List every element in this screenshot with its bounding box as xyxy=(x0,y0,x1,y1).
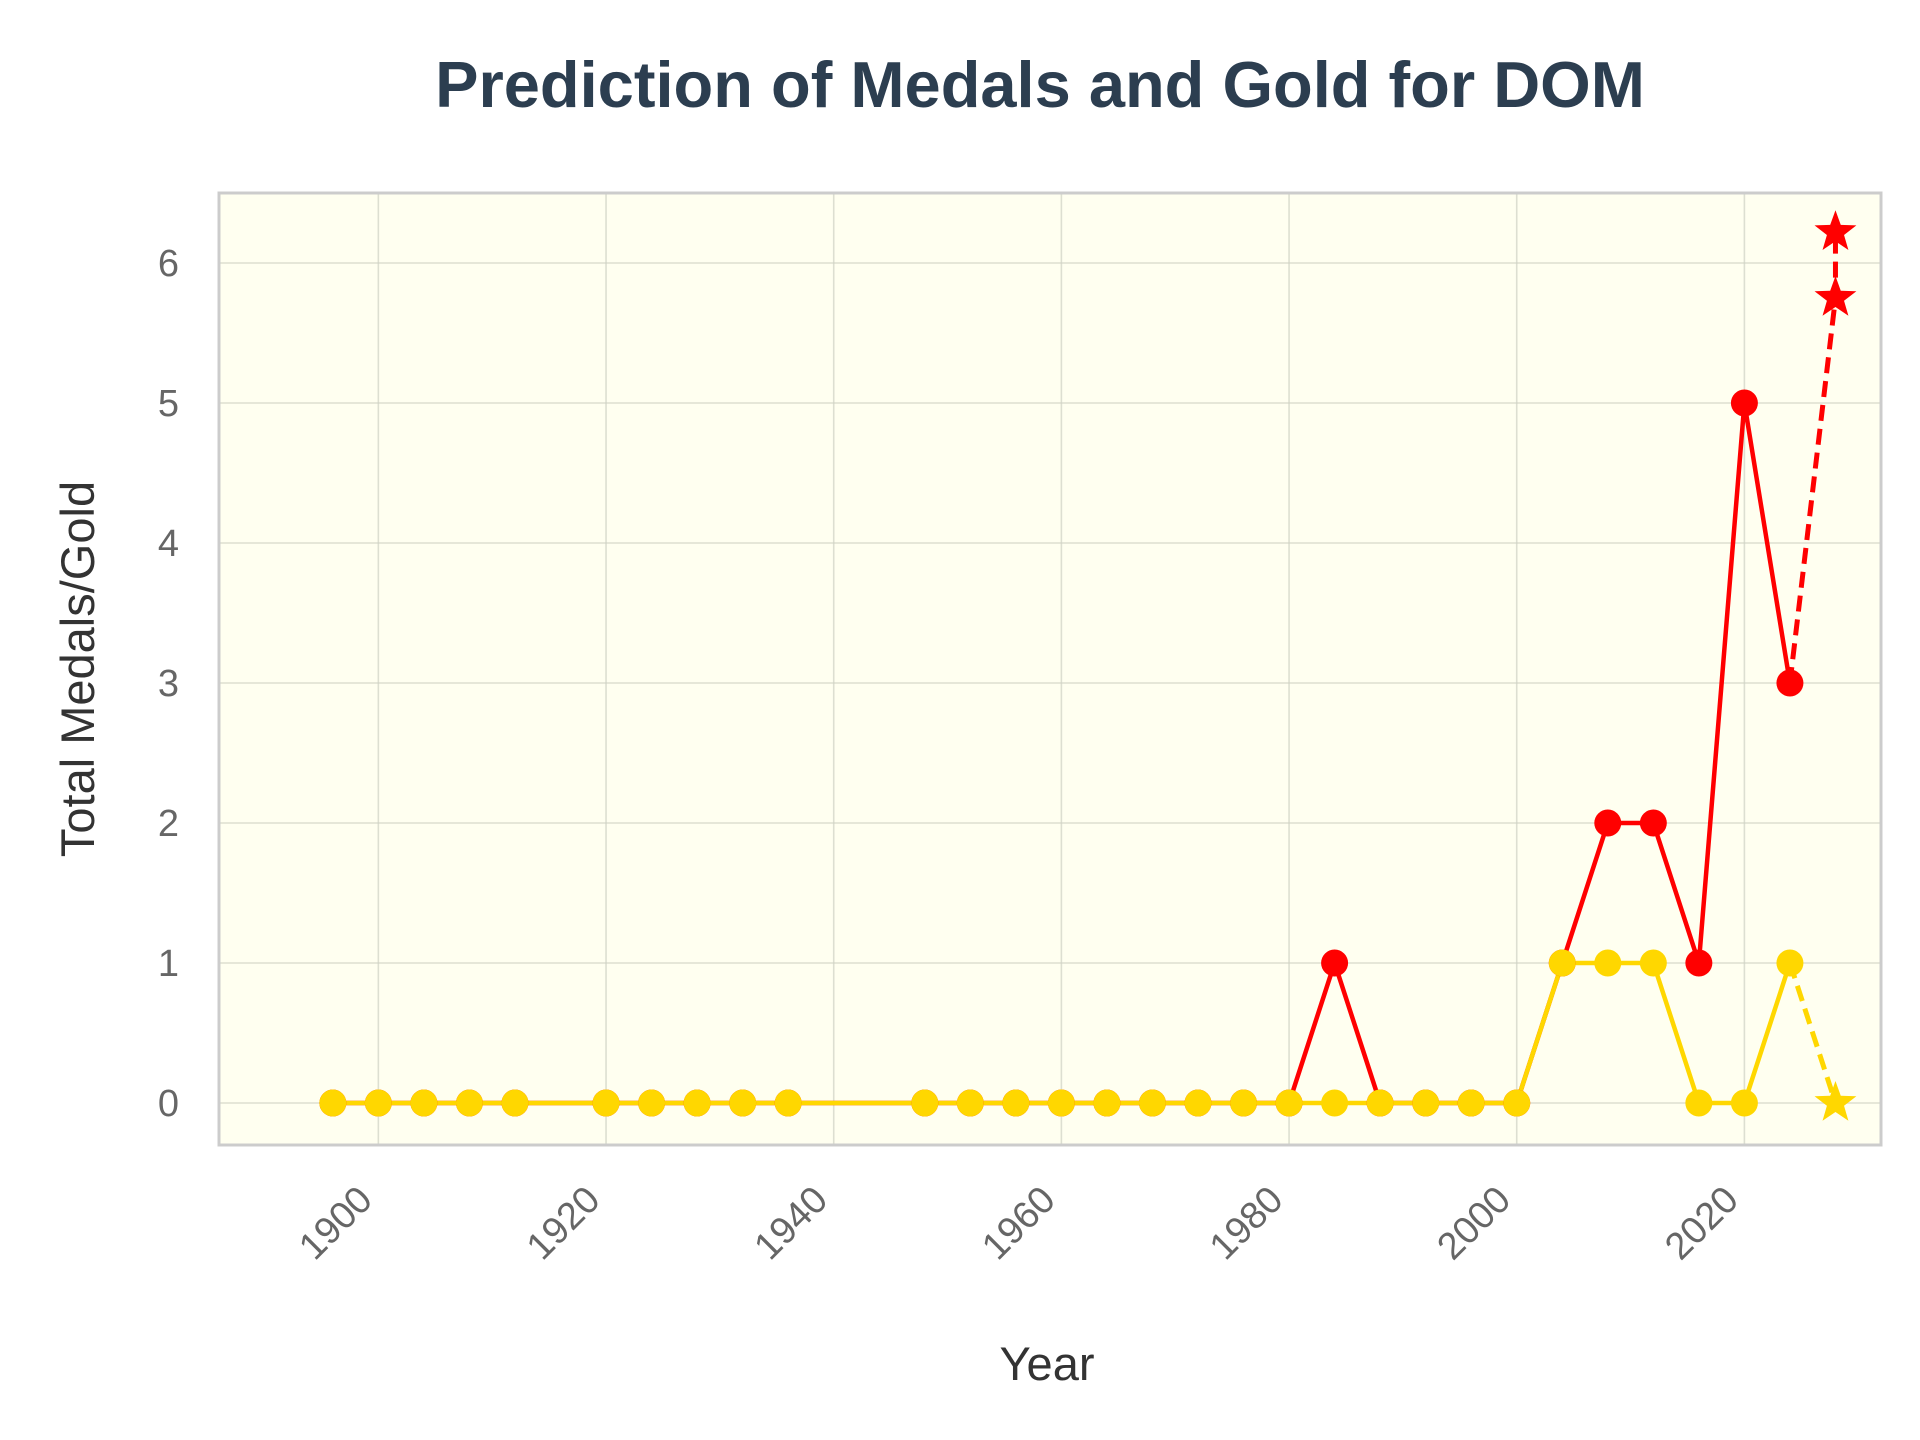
x-tick-label: 1920 xyxy=(519,1179,608,1268)
gold-point xyxy=(774,1089,802,1117)
gold-point xyxy=(1503,1089,1531,1117)
gold-point xyxy=(1639,949,1667,977)
gold-point xyxy=(1275,1089,1303,1117)
series-markers xyxy=(319,210,1857,1121)
gold-point xyxy=(1184,1089,1212,1117)
y-tick-label: 2 xyxy=(158,803,179,845)
gold-point xyxy=(1457,1089,1485,1117)
medals-point xyxy=(1776,669,1804,697)
medals-prediction-point xyxy=(1814,210,1857,250)
y-tick-label: 4 xyxy=(158,523,179,565)
gold-point xyxy=(1548,949,1576,977)
y-axis-label: Total Medals/Gold xyxy=(51,481,104,857)
gold-point xyxy=(1093,1089,1121,1117)
medals-point xyxy=(1594,809,1622,837)
y-tick-label: 3 xyxy=(158,663,179,705)
gold-point xyxy=(1412,1089,1440,1117)
y-tick-label: 1 xyxy=(158,943,179,985)
gold-point xyxy=(729,1089,757,1117)
medals-point xyxy=(1685,949,1713,977)
y-tick-label: 6 xyxy=(158,243,179,285)
medals-point xyxy=(1639,809,1667,837)
gold-point xyxy=(911,1089,939,1117)
gold-point xyxy=(410,1089,438,1117)
gold-point xyxy=(592,1089,620,1117)
gold-point xyxy=(638,1089,666,1117)
x-axis-label: Year xyxy=(1000,1337,1095,1390)
x-tick-label: 1980 xyxy=(1202,1179,1291,1268)
gold-point xyxy=(319,1089,347,1117)
gold-point xyxy=(1730,1089,1758,1117)
x-tick-label: 2000 xyxy=(1430,1179,1519,1268)
gold-point xyxy=(364,1089,392,1117)
chart-title: Prediction of Medals and Gold for DOM xyxy=(435,48,1645,121)
gold-point xyxy=(1594,949,1622,977)
gold-point xyxy=(501,1089,529,1117)
gold-point xyxy=(1230,1089,1258,1117)
medals-point xyxy=(1730,389,1758,417)
gold-point xyxy=(683,1089,711,1117)
medals-prediction-point xyxy=(1814,276,1857,316)
x-tick-label: 2020 xyxy=(1657,1179,1746,1268)
y-tick-label: 0 xyxy=(158,1083,179,1125)
gold-point xyxy=(956,1089,984,1117)
plot-frame xyxy=(217,191,1883,1147)
medals-point xyxy=(1321,949,1349,977)
gold-point xyxy=(1776,949,1804,977)
gold-point xyxy=(1685,1089,1713,1117)
plot-area xyxy=(219,193,1881,1145)
x-tick-label: 1960 xyxy=(974,1179,1063,1268)
y-tick-label: 5 xyxy=(158,383,179,425)
gold-point xyxy=(1321,1089,1349,1117)
gold-point xyxy=(1047,1089,1075,1117)
x-tick-label: 1940 xyxy=(747,1179,836,1268)
x-tick-label: 1900 xyxy=(291,1179,380,1268)
gold-prediction-line xyxy=(1787,962,1838,1104)
gold-point xyxy=(1002,1089,1030,1117)
gold-point xyxy=(1366,1089,1394,1117)
gold-point xyxy=(455,1089,483,1117)
gold-prediction-point xyxy=(1814,1081,1857,1121)
gold-point xyxy=(1138,1089,1166,1117)
